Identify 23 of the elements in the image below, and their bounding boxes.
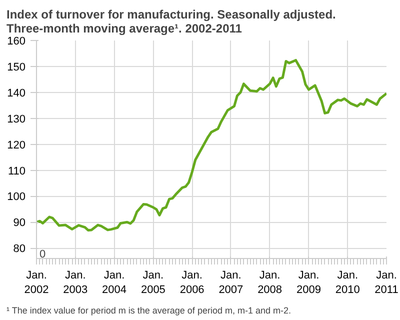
x-tick-label: Jan. 2011	[374, 270, 398, 296]
x-tick-label: Jan. 2006	[180, 270, 204, 296]
y-tick-label: 120	[7, 139, 26, 152]
y-tick-label: 130	[7, 113, 26, 126]
x-tick-label: Jan. 2010	[335, 270, 360, 296]
chart-title: Index of turnover for manufacturing. Seasonally adjusted. Three-month moving average¹. 2002-2011	[6, 8, 336, 36]
x-tick-label: Jan. 2003	[63, 270, 88, 296]
y-tick-label: 80	[13, 243, 26, 256]
y-tick-label: 150	[7, 61, 26, 74]
y-tick-label: 160	[7, 36, 26, 48]
x-tick-label: Jan. 2008	[258, 270, 282, 296]
x-tick-label: Jan. 2002	[24, 270, 49, 296]
y-tick-label: 140	[7, 87, 26, 100]
x-tick-label: Jan. 2005	[140, 270, 166, 296]
y-tick-label: 100	[7, 191, 26, 204]
line-series	[36, 58, 386, 232]
text: ¹ The index value for period m is the average of period m, m-1 and m-2.	[6, 306, 291, 316]
x-tick-label: Jan. 2004	[102, 270, 126, 296]
y-tick-label: 110	[8, 165, 26, 178]
x-tick-label: Jan. 2009	[296, 270, 322, 296]
annotation: 0	[40, 248, 46, 260]
y-tick-label: 90	[13, 217, 26, 230]
x-tick-label: Jan. 2007	[218, 270, 244, 296]
